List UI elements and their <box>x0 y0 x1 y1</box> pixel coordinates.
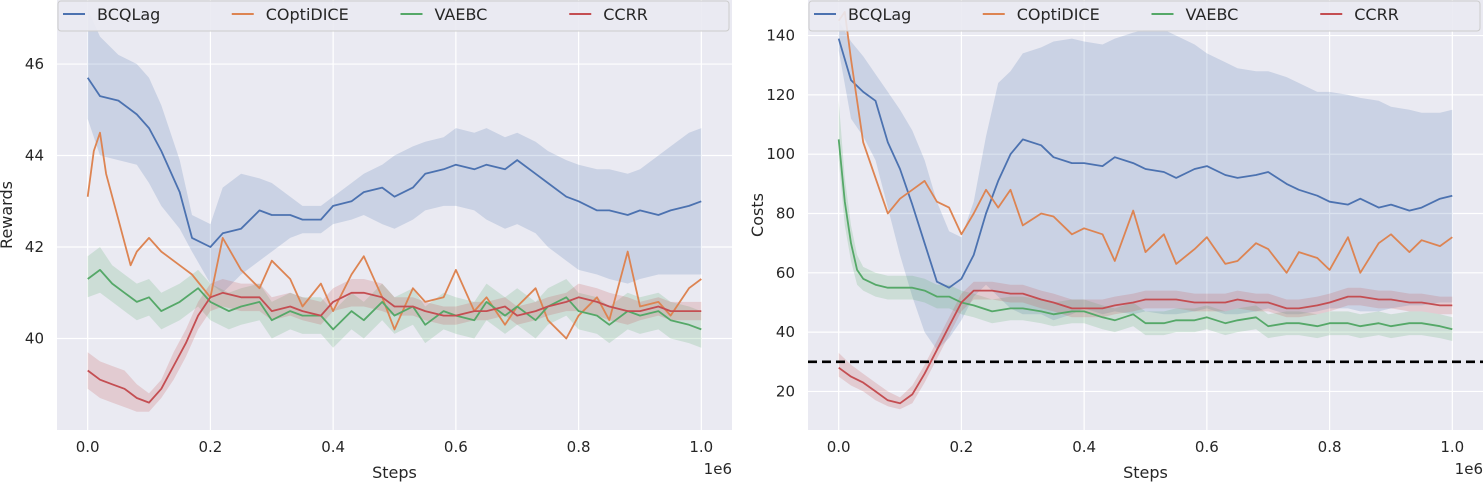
x-tick-label-1-0: 1.0 <box>1440 438 1464 456</box>
series-line-vaebc <box>837 139 1453 331</box>
x-tick-label-0-2: 0.2 <box>198 438 222 456</box>
x-offset-label: 1e6 <box>1455 460 1483 478</box>
series-line-coptidice <box>837 10 1453 274</box>
y-axis-label: Rewards <box>0 181 16 249</box>
band-vaebc <box>87 247 702 348</box>
series-line-vaebc <box>87 268 702 331</box>
series-line-bcqlag <box>86 77 702 248</box>
y-tick-label-140: 140 <box>766 27 795 45</box>
legend-box <box>808 0 1481 32</box>
x-tick-label-0-2: 0.2 <box>949 438 973 456</box>
x-tick-label-0-0: 0.0 <box>827 438 851 456</box>
legend-label-bcqlag: BCQLag <box>97 5 160 24</box>
legend-label-ccrr: CCRR <box>1354 5 1399 24</box>
y-tick-label-40: 40 <box>776 323 795 341</box>
legend-label-coptidice: COptiDICE <box>266 5 349 24</box>
y-tick-label-120: 120 <box>766 86 795 104</box>
chart-panel-1: 0.0 0.2 0.4 0.6 0.8 1.0 40 42 44 46 Steps Rewards 1e… <box>0 0 732 482</box>
series-line-ccrr <box>87 291 702 404</box>
plot-background <box>57 0 732 430</box>
band-ccrr <box>838 281 1453 410</box>
legend-box <box>57 0 730 32</box>
plot-background <box>808 0 1483 430</box>
legend-label-vaebc: VAEBC <box>435 5 488 24</box>
series-line-bcqlag <box>837 38 1453 289</box>
legend: BCQLag COptiDICE VAEBC CCRR <box>808 0 1481 32</box>
y-tick-label-80: 80 <box>776 205 795 223</box>
y-tick-label-20: 20 <box>776 382 795 400</box>
series-line-ccrr <box>838 289 1453 405</box>
x-tick-label-0-8: 0.8 <box>1318 438 1342 456</box>
legend-label-ccrr: CCRR <box>603 5 648 24</box>
plot-area <box>86 9 702 412</box>
band-vaebc <box>838 100 1453 341</box>
band-ccrr <box>87 279 702 412</box>
y-axis-label: Costs <box>748 193 767 237</box>
x-tick-label-0-0: 0.0 <box>76 438 100 456</box>
x-axis-label: Steps <box>1123 463 1168 482</box>
x-tick-label-0-4: 0.4 <box>1072 438 1096 456</box>
x-tick-label-0-8: 0.8 <box>567 438 591 456</box>
x-offset-label: 1e6 <box>704 460 732 478</box>
band-bcqlag <box>838 20 1453 350</box>
y-tick-label-44: 44 <box>25 147 44 165</box>
x-tick-label-1-0: 1.0 <box>689 438 713 456</box>
plot-area <box>808 10 1483 410</box>
band-bcqlag <box>87 9 702 293</box>
x-axis-label: Steps <box>372 463 417 482</box>
x-tick-label-0-6: 0.6 <box>1195 438 1219 456</box>
chart-panel-2: 0.0 0.2 0.4 0.6 0.8 1.0 20 40 60 80 100 120 140 Steps… <box>748 0 1483 482</box>
y-tick-label-100: 100 <box>766 145 795 163</box>
y-tick-label-60: 60 <box>776 264 795 282</box>
y-tick-label-42: 42 <box>25 238 44 256</box>
y-tick-label-40: 40 <box>25 330 44 348</box>
x-tick-label-0-6: 0.6 <box>444 438 468 456</box>
y-tick-label-46: 46 <box>25 55 44 73</box>
x-tick-label-0-4: 0.4 <box>321 438 345 456</box>
legend-label-bcqlag: BCQLag <box>848 5 911 24</box>
legend-label-coptidice: COptiDICE <box>1017 5 1100 24</box>
legend: BCQLag COptiDICE VAEBC CCRR <box>57 0 730 32</box>
legend-label-vaebc: VAEBC <box>1186 5 1239 24</box>
